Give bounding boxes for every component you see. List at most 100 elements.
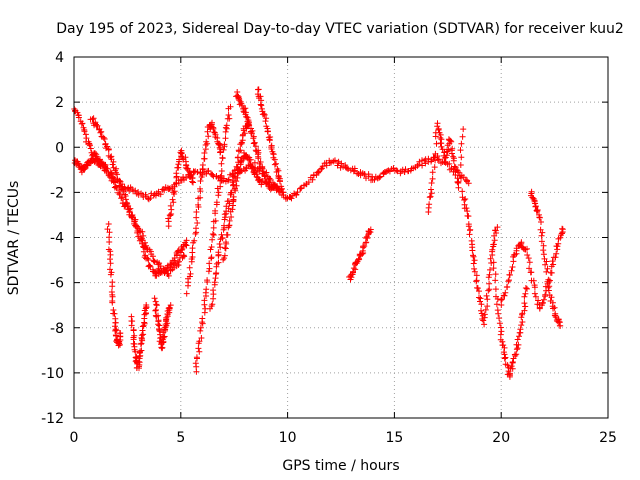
data-point (495, 310, 502, 317)
data-point (508, 267, 515, 274)
x-tick-label: 5 (176, 430, 185, 446)
data-point (205, 133, 212, 140)
data-point (126, 208, 133, 215)
data-point (428, 180, 435, 186)
data-point (350, 168, 357, 175)
data-point (186, 168, 193, 175)
data-point (139, 228, 146, 235)
data-point (197, 178, 204, 184)
data-point (178, 150, 185, 157)
data-point (551, 304, 558, 311)
data-point (209, 231, 216, 237)
data-point (243, 113, 250, 120)
data-point (539, 229, 546, 236)
data-point (180, 174, 187, 180)
data-point (492, 227, 499, 234)
data-point (518, 322, 525, 329)
y-tick-label: -2 (50, 185, 64, 201)
data-point (97, 129, 104, 136)
data-point (156, 327, 163, 334)
data-point (178, 150, 185, 156)
data-point (521, 300, 528, 307)
data-point (514, 345, 521, 352)
data-point (487, 266, 493, 273)
data-point (294, 189, 301, 196)
data-point (466, 231, 473, 238)
data-point (469, 247, 476, 254)
data-point (465, 213, 472, 220)
y-tick-label: -10 (41, 366, 64, 382)
series-cluster-17h (425, 120, 467, 215)
data-point (226, 115, 233, 122)
data-point (161, 269, 168, 276)
data-point (473, 278, 480, 285)
data-point (539, 299, 546, 306)
data-point (257, 159, 264, 165)
data-point (455, 178, 462, 185)
data-point (262, 176, 269, 182)
data-point (183, 290, 190, 297)
data-point (183, 242, 190, 249)
data-point (538, 232, 545, 239)
data-point (196, 338, 203, 345)
data-point (228, 189, 235, 196)
x-tick-label: 25 (599, 430, 617, 446)
data-point (257, 93, 264, 100)
data-point (497, 331, 504, 338)
data-point (197, 185, 203, 192)
data-point (516, 333, 522, 340)
data-point (275, 175, 282, 182)
data-point (107, 271, 114, 278)
data-point (219, 154, 226, 161)
data-point (481, 321, 488, 328)
data-point (100, 134, 107, 141)
data-point (250, 135, 257, 142)
y-axis-label: SDTVAR / TECUs (6, 181, 22, 296)
data-point (544, 265, 551, 272)
data-point (513, 351, 520, 358)
data-point (193, 209, 200, 215)
series-ridge-1 (165, 147, 196, 230)
data-point (471, 257, 478, 264)
data-point (482, 306, 489, 313)
data-point (444, 142, 451, 149)
data-point (268, 144, 275, 151)
data-point (223, 231, 230, 238)
data-point (532, 203, 539, 210)
data-point (543, 268, 550, 275)
data-point (161, 187, 168, 194)
data-point (150, 257, 157, 264)
data-point (455, 184, 462, 191)
data-point (506, 271, 513, 278)
data-point (559, 226, 566, 233)
data-point (509, 365, 516, 372)
data-point (129, 214, 135, 221)
data-point (211, 279, 218, 286)
data-point (203, 138, 210, 145)
data-point (138, 332, 145, 339)
data-point (456, 172, 463, 179)
data-point (498, 328, 505, 335)
data-point (183, 237, 190, 244)
data-point (540, 247, 547, 254)
data-point (101, 136, 108, 142)
series-dip-c (151, 295, 174, 352)
data-point (531, 197, 538, 204)
data-point (255, 155, 262, 162)
data-point (149, 253, 156, 260)
y-tick-label: 4 (55, 50, 64, 66)
data-point (235, 166, 242, 173)
data-point (480, 317, 487, 324)
data-point (195, 345, 202, 352)
data-point (229, 179, 236, 186)
data-point (210, 287, 217, 294)
data-point (87, 145, 94, 152)
data-point (338, 160, 345, 167)
data-point (147, 195, 154, 201)
data-point (210, 124, 217, 131)
data-point (544, 278, 551, 285)
data-point (428, 186, 434, 193)
data-point (538, 219, 544, 225)
data-point (167, 202, 174, 209)
data-point (227, 103, 234, 110)
